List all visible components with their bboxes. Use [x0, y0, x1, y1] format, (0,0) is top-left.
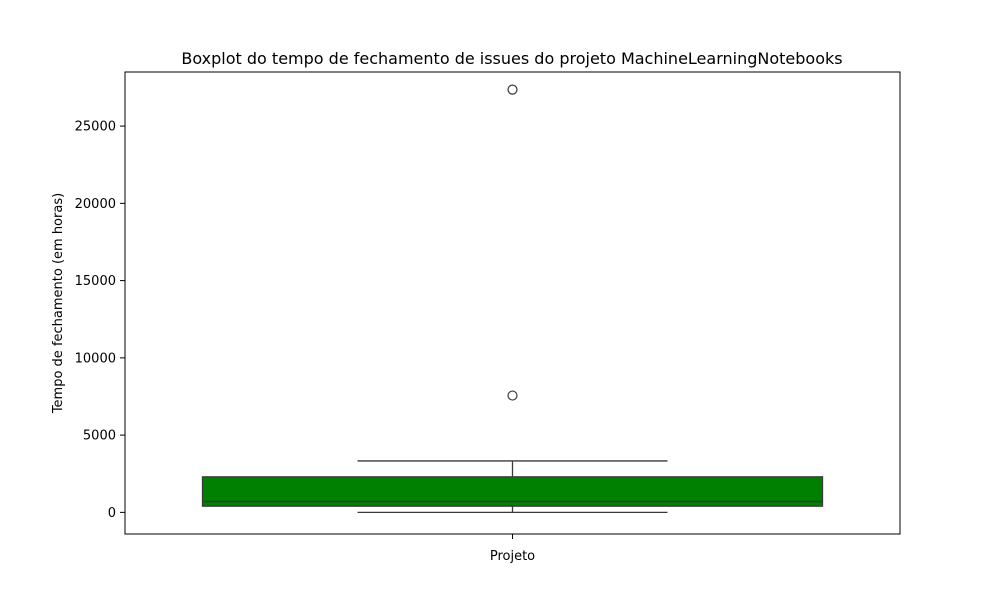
outlier-point [507, 390, 518, 401]
x-axis: Projeto [490, 534, 535, 564]
y-tick-label: 0 [108, 506, 116, 521]
outlier-point [507, 84, 518, 95]
chart-title: Boxplot do tempo de fechamento de issues… [181, 49, 842, 68]
y-tick-label: 15000 [75, 274, 116, 289]
x-tick-label: Projeto [490, 549, 535, 564]
plot-marks [201, 84, 824, 514]
plot-area [124, 71, 901, 535]
y-axis: 0 5000 10000 15000 20000 25000 [75, 120, 125, 521]
y-tick-label: 25000 [75, 120, 116, 135]
y-tick-label: 10000 [75, 351, 116, 366]
y-tick-label: 5000 [83, 429, 116, 444]
y-tick-label: 20000 [75, 197, 116, 212]
y-axis-label: Tempo de fechamento (em horas) [51, 193, 66, 414]
